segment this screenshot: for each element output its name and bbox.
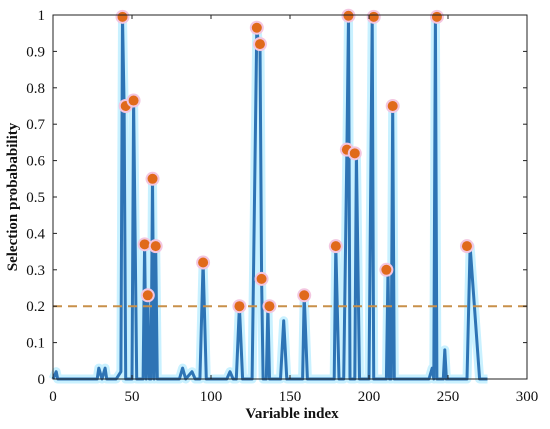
selected-variable-marker	[461, 241, 472, 252]
x-tick-label: 150	[279, 389, 302, 405]
x-tick-label: 100	[200, 389, 223, 405]
selected-variable-marker	[128, 95, 139, 106]
x-tick-label: 0	[49, 389, 57, 405]
selected-variable-marker	[330, 241, 341, 252]
y-tick-label: 0.8	[26, 81, 45, 97]
y-tick-label: 0.6	[26, 154, 45, 170]
axes: 0 0.1 0.2 0.3 0.4 0.5 0.6 0.7 0.8 0.9 1 0 50 100 150 20…	[26, 8, 538, 405]
y-tick-label: 0	[38, 372, 46, 388]
y-tick-label: 0.3	[26, 263, 45, 279]
y-tick-label: 0.5	[26, 190, 45, 206]
x-tick-label: 50	[125, 389, 140, 405]
selected-variable-marker	[431, 11, 442, 22]
selected-variable-marker	[234, 301, 245, 312]
y-tick-label: 0.1	[26, 336, 45, 352]
selected-variable-marker	[381, 264, 392, 275]
selected-variable-marker	[368, 11, 379, 22]
selected-variable-marker	[139, 239, 150, 250]
plot-area	[48, 8, 527, 384]
y-tick-label: 0.4	[26, 226, 45, 242]
x-tick-label: 250	[437, 389, 460, 405]
y-tick-label: 0.9	[26, 44, 45, 60]
x-axis-title: Variable index	[245, 406, 339, 422]
series-line-glow	[48, 11, 488, 384]
selected-variable-marker	[198, 257, 209, 268]
selected-variable-marker	[256, 273, 267, 284]
selected-variable-marker	[251, 22, 262, 33]
selected-variable-marker	[343, 10, 354, 21]
x-tick-label: 300	[516, 389, 539, 405]
y-tick-label: 0.7	[26, 117, 45, 133]
selected-variable-marker	[264, 301, 275, 312]
selected-variable-marker	[349, 148, 360, 159]
y-tick-label: 0.2	[26, 299, 45, 315]
y-tick-label: 1	[38, 8, 46, 24]
selected-variable-marker	[142, 290, 153, 301]
y-axis-title: Selection probabability	[5, 122, 21, 271]
selected-variable-marker	[117, 11, 128, 22]
selected-variable-marker	[299, 290, 310, 301]
selected-variable-marker	[254, 39, 265, 50]
selected-variable-marker	[387, 101, 398, 111]
x-tick-label: 200	[358, 389, 381, 405]
selected-variable-marker	[147, 173, 158, 184]
selected-variable-marker	[150, 241, 161, 252]
